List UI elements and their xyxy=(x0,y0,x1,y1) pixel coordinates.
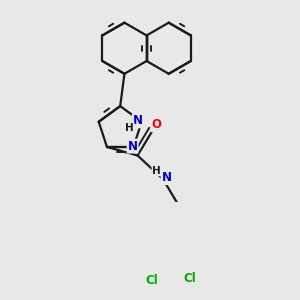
Text: H: H xyxy=(125,123,134,133)
Text: N: N xyxy=(161,171,172,184)
Text: N: N xyxy=(128,140,138,153)
Text: Cl: Cl xyxy=(183,272,196,285)
Text: O: O xyxy=(151,118,161,131)
Text: N: N xyxy=(133,114,143,128)
Text: Cl: Cl xyxy=(146,274,158,286)
Text: H: H xyxy=(152,166,161,176)
